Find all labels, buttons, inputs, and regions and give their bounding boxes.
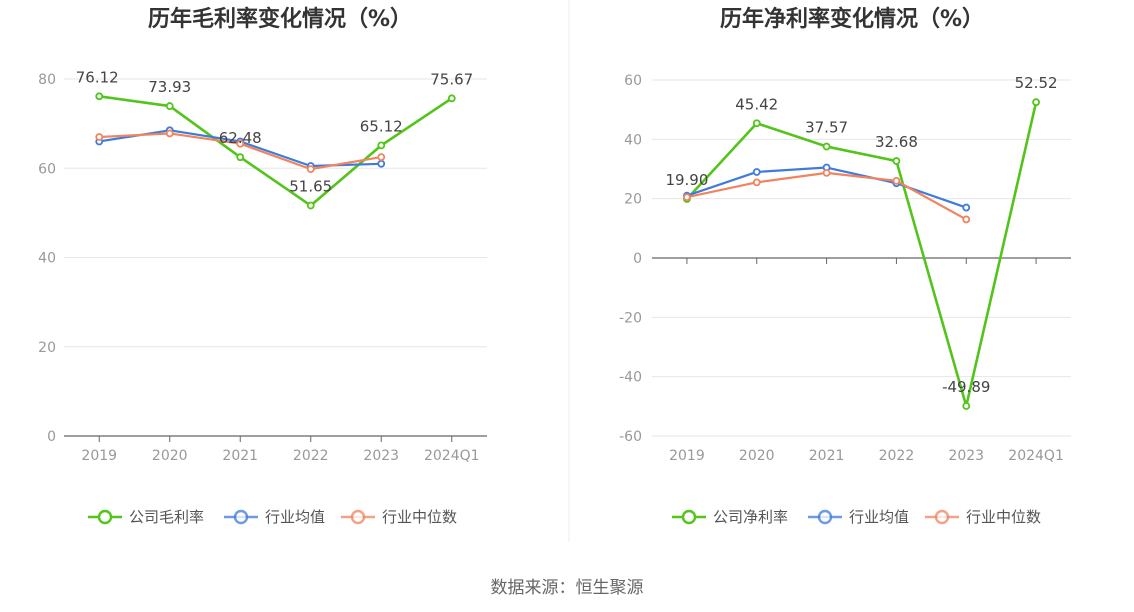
data-point-industry_median (306, 165, 315, 174)
data-point-industry_median (892, 176, 901, 185)
y-tick-label: -40 (619, 370, 642, 386)
data-point-company (377, 141, 386, 150)
data-label: 37.57 (805, 119, 848, 137)
legend-marker-icon (97, 509, 113, 525)
x-tick-label: 2022 (293, 448, 329, 464)
data-point-industry_median (377, 153, 386, 161)
data-point-industry_median (236, 139, 245, 148)
data-label: -49.89 (942, 378, 990, 396)
y-tick-label: 40 (624, 132, 642, 148)
y-tick-label: -20 (619, 310, 642, 326)
data-point-industry_median (683, 193, 691, 202)
data-label: 45.42 (735, 95, 778, 113)
data-point-industry_median (165, 129, 174, 138)
legend-label: 公司净利率 (713, 508, 788, 526)
legend-label: 行业均值 (265, 508, 325, 526)
data-point-company (752, 119, 761, 128)
y-tick-label: 60 (38, 161, 56, 177)
data-label: 32.68 (875, 133, 918, 151)
data-label: 51.65 (289, 178, 332, 196)
data-point-company (165, 102, 174, 110)
legend-item-industry_median: 行业中位数 (925, 508, 1041, 526)
data-point-industry_median (962, 215, 971, 224)
data-point-industry_median (95, 133, 104, 141)
data-point-company (95, 92, 104, 101)
data-point-company (1032, 98, 1040, 107)
data-label: 65.12 (360, 117, 403, 135)
x-tick-label: 2020 (739, 448, 775, 464)
chart-title: 历年净利率变化情况（%） (720, 6, 984, 32)
data-label: 62.48 (219, 129, 262, 147)
x-tick-label: 2023 (363, 448, 399, 464)
series-line-company (685, 101, 1038, 408)
data-label: 52.52 (1015, 74, 1058, 92)
y-tick-label: 40 (38, 251, 56, 267)
y-tick-label: 20 (624, 192, 642, 208)
data-point-industry_avg (752, 168, 761, 176)
x-tick-label: 2021 (222, 448, 258, 464)
legend-marker-icon (934, 509, 950, 525)
data-point-company (306, 201, 315, 210)
x-tick-label: 2019 (669, 448, 705, 464)
data-point-company (822, 142, 831, 151)
legend-label: 行业中位数 (382, 508, 457, 526)
data-point-company (962, 402, 971, 410)
legend-label: 行业中位数 (966, 508, 1041, 526)
x-tick-label: 2021 (809, 448, 845, 464)
y-tick-label: -60 (619, 429, 642, 445)
legend-marker-icon (817, 509, 833, 525)
legend-item-company: 公司净利率 (672, 508, 788, 526)
data-label: 73.93 (148, 78, 191, 96)
data-point-industry_median (752, 178, 761, 187)
data-point-company (892, 157, 901, 165)
legend-item-industry_avg: 行业均值 (808, 508, 909, 526)
chart-title: 历年毛利率变化情况（%） (148, 6, 412, 32)
x-tick-label: 2020 (152, 448, 188, 464)
x-tick-label: 2022 (879, 448, 915, 464)
data-label: 76.12 (76, 68, 119, 86)
data-point-industry_avg (962, 203, 971, 212)
data-label: 75.67 (430, 70, 473, 88)
data-point-company (236, 153, 245, 162)
y-tick-label: 80 (38, 72, 56, 88)
legend-label: 公司毛利率 (129, 508, 204, 526)
series-line-company (99, 95, 453, 207)
legend-item-company: 公司毛利率 (88, 508, 204, 526)
gross-margin-chart: 历年毛利率变化情况（%） 0 20 40 60 80 2019 2020 2021 2022 202… (38, 6, 487, 526)
data-source: 数据来源：恒生聚源 (491, 578, 644, 598)
y-tick-label: 0 (47, 429, 56, 445)
data-point-industry_median (822, 168, 831, 177)
series-line-industry_median (686, 171, 967, 221)
x-tick-label: 2023 (948, 448, 984, 464)
legend-label: 行业均值 (849, 508, 909, 526)
legend-item-industry_median: 行业中位数 (341, 508, 457, 526)
data-point-company (447, 94, 456, 103)
x-tick-label: 2024Q1 (1008, 448, 1064, 464)
legend-marker-icon (681, 509, 697, 525)
net-margin-chart: 历年净利率变化情况（%） -60 -40 -20 0 20 40 60 2019 2020 2021… (619, 6, 1071, 526)
x-tick-label: 2024Q1 (424, 448, 480, 464)
y-tick-label: 60 (624, 73, 642, 89)
y-tick-label: 20 (38, 340, 56, 356)
data-point-industry_avg (377, 159, 386, 168)
y-tick-label: 0 (633, 251, 642, 267)
legend-marker-icon (350, 509, 366, 525)
x-tick-label: 2019 (81, 448, 117, 464)
legend-marker-icon (233, 509, 249, 525)
data-label: 19.90 (665, 171, 708, 189)
legend-item-industry_avg: 行业均值 (224, 508, 325, 526)
